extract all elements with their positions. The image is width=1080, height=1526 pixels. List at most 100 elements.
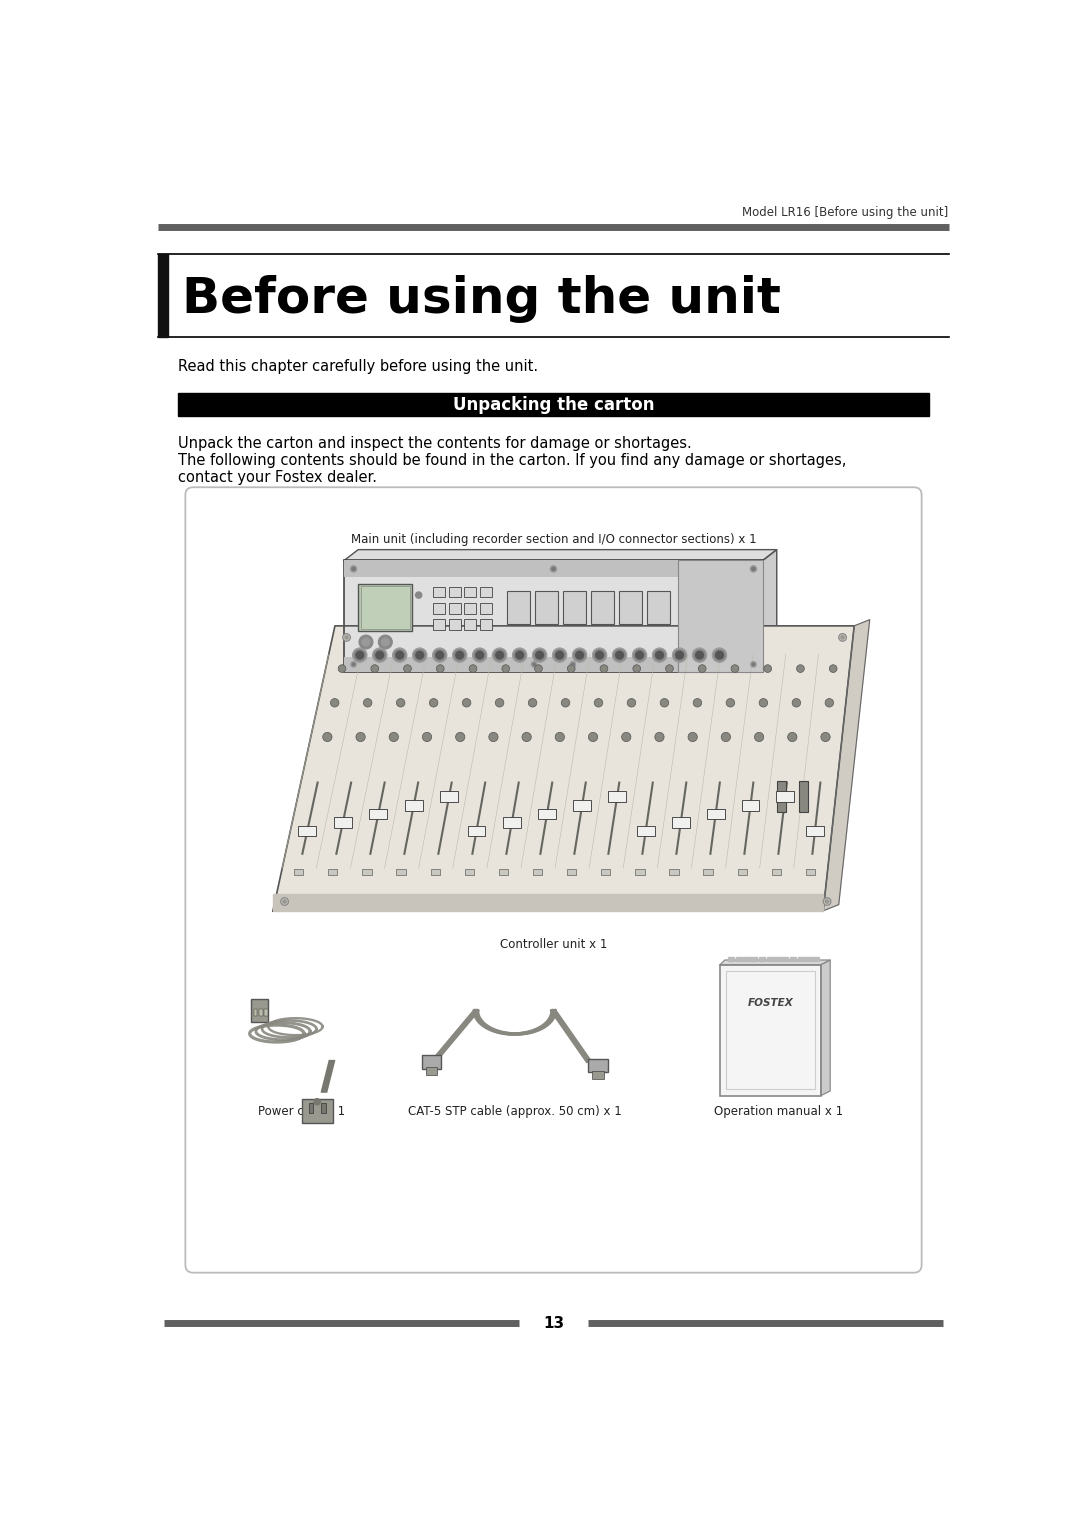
Polygon shape [345,549,777,560]
Circle shape [496,699,504,707]
Bar [321,1103,326,1112]
Circle shape [652,649,666,662]
Circle shape [552,568,555,571]
Circle shape [751,566,757,572]
Circle shape [353,649,367,662]
Bar [449,620,460,630]
Circle shape [553,649,567,662]
Circle shape [496,652,503,659]
Circle shape [596,652,604,659]
Bar [647,591,670,624]
Bar [735,957,742,961]
Circle shape [787,732,797,742]
Bar [433,603,445,613]
Circle shape [456,652,463,659]
Polygon shape [823,620,869,911]
Bar [532,868,542,874]
Circle shape [699,665,706,673]
Circle shape [556,652,564,659]
Circle shape [370,665,379,673]
Bar [677,560,762,671]
Bar [759,957,765,961]
Bar [777,792,794,803]
Circle shape [562,699,570,707]
Circle shape [665,665,673,673]
Polygon shape [821,960,831,1096]
Circle shape [829,665,837,673]
Bar [703,868,713,874]
Circle shape [589,732,597,742]
Circle shape [660,699,669,707]
Circle shape [376,652,383,659]
Bar [602,868,610,874]
Polygon shape [762,549,777,671]
Bar [431,868,440,874]
Bar [672,816,690,827]
Circle shape [594,699,603,707]
Bar [265,1009,268,1016]
Circle shape [823,897,831,905]
Circle shape [502,665,510,673]
Circle shape [359,635,373,649]
Circle shape [570,662,576,667]
Bar [298,826,316,836]
Text: CAT-5 STP cable (approx. 50 cm) x 1: CAT-5 STP cable (approx. 50 cm) x 1 [408,1105,622,1119]
Text: Power cord x 1: Power cord x 1 [258,1105,346,1119]
Bar [334,816,352,827]
Bar [798,957,804,961]
Text: contact your Fostex dealer.: contact your Fostex dealer. [177,470,377,485]
Circle shape [752,568,755,571]
Bar [254,1009,257,1016]
Circle shape [413,649,427,662]
Circle shape [476,652,484,659]
Bar [328,868,337,874]
Circle shape [422,732,432,742]
Circle shape [416,652,423,659]
Bar [359,583,413,632]
Circle shape [314,1099,321,1105]
Circle shape [389,732,399,742]
Bar [592,1071,604,1079]
FancyBboxPatch shape [186,487,921,1273]
Circle shape [567,665,576,673]
Bar [426,1067,437,1074]
Circle shape [825,699,834,707]
Circle shape [825,900,828,903]
Bar [789,957,796,961]
Circle shape [393,649,407,662]
Bar [449,586,460,597]
Circle shape [839,633,847,641]
Bar [440,792,458,803]
Circle shape [571,664,575,665]
Circle shape [555,732,565,742]
Bar [751,957,757,961]
Circle shape [764,665,771,673]
Bar [778,781,786,812]
Bar [361,586,410,629]
Circle shape [633,649,647,662]
Bar [677,560,762,671]
Circle shape [572,649,586,662]
Bar [396,868,406,874]
Bar [728,957,734,961]
Bar [799,781,808,812]
Circle shape [612,649,626,662]
Text: The following contents should be found in the carton. If you find any damage or : The following contents should be found i… [177,453,846,467]
Circle shape [531,662,537,667]
Circle shape [676,652,684,659]
Bar [727,971,814,1090]
Bar [670,868,678,874]
Circle shape [721,732,730,742]
Bar [362,868,372,874]
Bar [743,957,750,961]
Circle shape [821,732,831,742]
Circle shape [338,665,346,673]
Bar [499,868,508,874]
Circle shape [532,664,536,665]
Text: Operation manual x 1: Operation manual x 1 [714,1105,842,1119]
Bar [259,1009,262,1016]
Circle shape [281,897,288,905]
Polygon shape [720,960,831,964]
Circle shape [692,649,706,662]
Circle shape [627,699,636,707]
